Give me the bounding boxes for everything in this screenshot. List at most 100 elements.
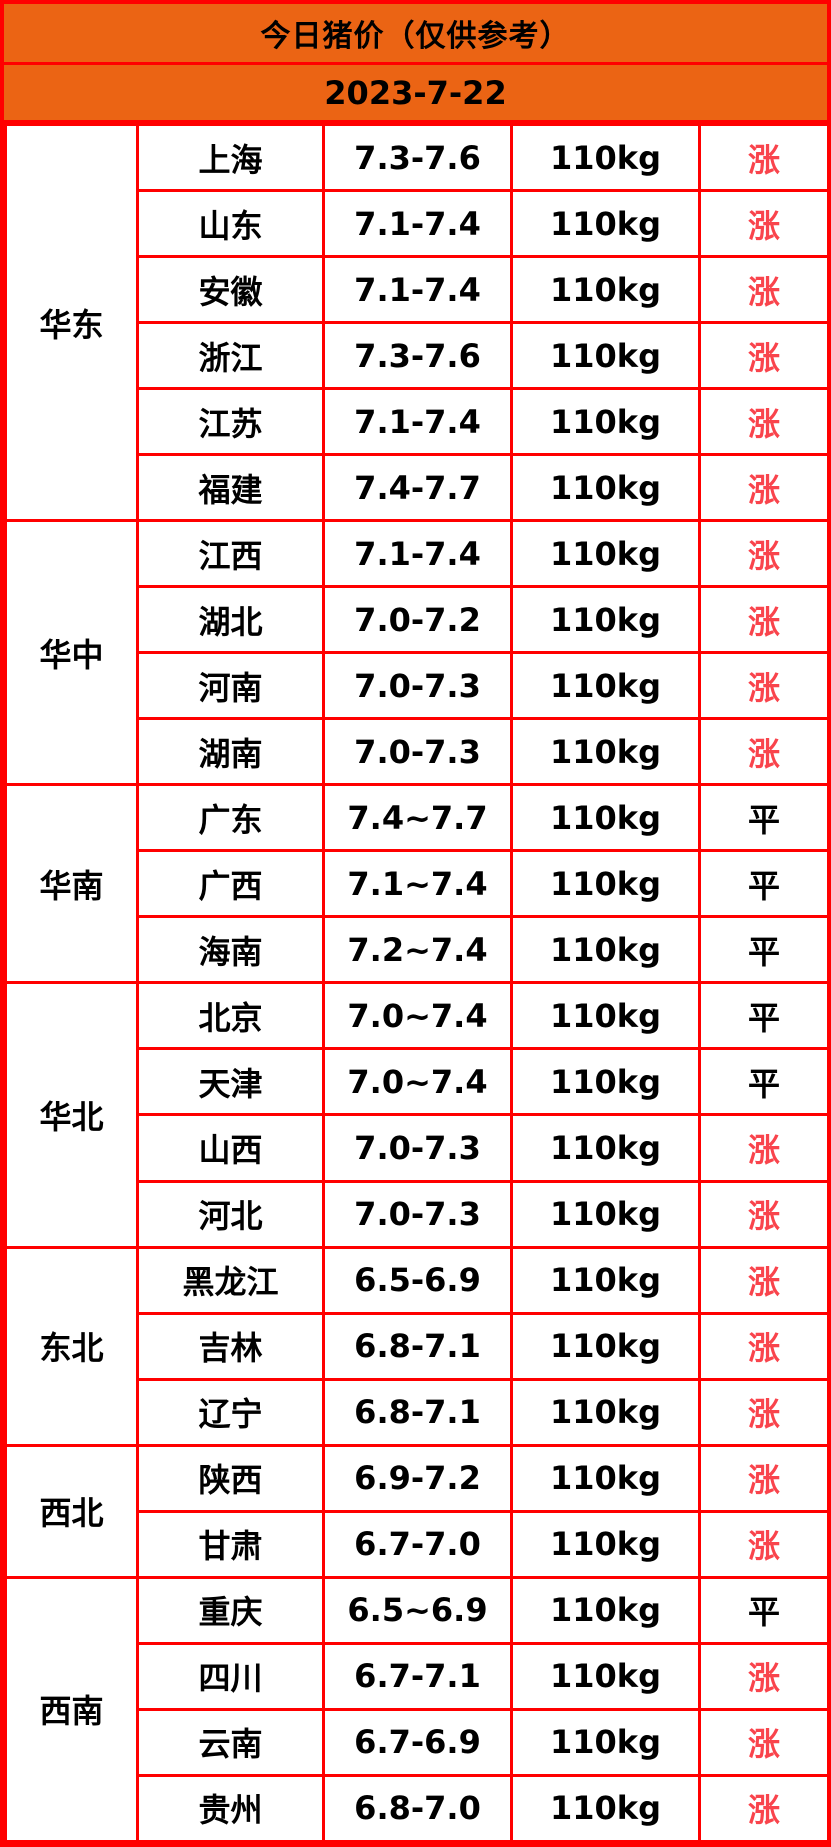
status-cell: 涨: [698, 321, 827, 391]
price-cell: 6.7-7.0: [322, 1509, 513, 1579]
weight-cell: 110kg: [510, 453, 701, 523]
table-row: 安徽 7.1-7.4 110kg 涨: [6, 255, 827, 325]
province-cell: 福建: [136, 453, 325, 523]
province-cell: 四川: [136, 1641, 325, 1711]
region-cell: 东北: [4, 1245, 139, 1447]
region-cell: 华东: [4, 122, 139, 523]
weight-cell: 110kg: [510, 915, 701, 985]
weight-cell: 110kg: [510, 1575, 701, 1645]
table-row: 甘肃 6.7-7.0 110kg 涨: [6, 1509, 827, 1579]
weight-cell: 110kg: [510, 1443, 701, 1513]
status-cell: 涨: [698, 585, 827, 655]
price-cell: 7.4-7.7: [322, 453, 513, 523]
status-cell: 涨: [698, 1113, 827, 1183]
weight-cell: 110kg: [510, 981, 701, 1051]
province-cell: 湖北: [136, 585, 325, 655]
table-row: 浙江 7.3-7.6 110kg 涨: [6, 321, 827, 391]
weight-cell: 110kg: [510, 1047, 701, 1117]
report-date: 2023-7-22: [324, 73, 507, 112]
table-row: 华北 北京 7.0~7.4 110kg 平: [4, 981, 827, 1249]
province-cell: 上海: [136, 122, 325, 193]
page-title: 今日猪价（仅供参考）: [260, 19, 571, 54]
status-cell: 平: [698, 1575, 827, 1645]
province-cell: 重庆: [136, 1575, 325, 1645]
weight-cell: 110kg: [510, 1311, 701, 1381]
region-cell: 华南: [4, 783, 139, 985]
price-cell: 7.0-7.3: [322, 1113, 513, 1183]
price-cell: 7.1-7.4: [322, 519, 513, 589]
weight-cell: 110kg: [510, 255, 701, 325]
region-cell: 西南: [4, 1575, 139, 1843]
table-row: 华东 上海 7.3-7.6 110kg 涨: [4, 122, 827, 523]
province-cell: 河北: [136, 1179, 325, 1249]
table-row: 海南 7.2~7.4 110kg 平: [6, 915, 827, 985]
province-cell: 浙江: [136, 321, 325, 391]
region-cell: 华北: [4, 981, 139, 1249]
weight-cell: 110kg: [510, 585, 701, 655]
price-cell: 6.7-7.1: [322, 1641, 513, 1711]
weight-cell: 110kg: [510, 849, 701, 919]
weight-cell: 110kg: [510, 189, 701, 259]
price-cell: 6.5~6.9: [322, 1575, 513, 1645]
price-cell: 7.2~7.4: [322, 915, 513, 985]
status-cell: 涨: [698, 189, 827, 259]
table-row: 辽宁 6.8-7.1 110kg 涨: [6, 1377, 827, 1447]
table-row: 天津 7.0~7.4 110kg 平: [6, 1047, 827, 1117]
table-row: 湖北 7.0-7.2 110kg 涨: [6, 585, 827, 655]
weight-cell: 110kg: [510, 1245, 701, 1315]
weight-cell: 110kg: [510, 1641, 701, 1711]
table-row: 东北 黑龙江 6.5-6.9 110kg 涨: [4, 1245, 827, 1447]
province-cell: 贵州: [136, 1773, 325, 1843]
province-cell: 江西: [136, 519, 325, 589]
province-cell: 黑龙江: [136, 1245, 325, 1315]
table-row: 广西 7.1~7.4 110kg 平: [6, 849, 827, 919]
price-cell: 7.0~7.4: [322, 981, 513, 1051]
price-cell: 7.1-7.4: [322, 189, 513, 259]
table-row: 吉林 6.8-7.1 110kg 涨: [6, 1311, 827, 1381]
price-cell: 7.0~7.4: [322, 1047, 513, 1117]
table-row: 华南 广东 7.4~7.7 110kg 平: [4, 783, 827, 985]
price-table: 华东 上海 7.3-7.6 110kg 涨山东 7.1-7.4 110kg 涨安徽 7.1-7.…: [4, 122, 827, 1843]
province-cell: 山西: [136, 1113, 325, 1183]
price-cell: 7.1~7.4: [322, 849, 513, 919]
weight-cell: 110kg: [510, 1707, 701, 1777]
table-row: 西北 陕西 6.9-7.2 110kg 涨: [4, 1443, 827, 1579]
province-cell: 天津: [136, 1047, 325, 1117]
status-cell: 涨: [698, 1707, 827, 1777]
weight-cell: 110kg: [510, 1509, 701, 1579]
price-cell: 6.9-7.2: [322, 1443, 513, 1513]
province-cell: 云南: [136, 1707, 325, 1777]
status-cell: 涨: [698, 519, 827, 589]
province-cell: 湖南: [136, 717, 325, 787]
table-row: 西南 重庆 6.5~6.9 110kg 平: [4, 1575, 827, 1843]
province-cell: 北京: [136, 981, 325, 1051]
price-cell: 7.0-7.2: [322, 585, 513, 655]
price-cell: 7.1-7.4: [322, 255, 513, 325]
price-table-body: 华东 上海 7.3-7.6 110kg 涨山东 7.1-7.4 110kg 涨安徽 7.1-7.…: [4, 122, 827, 1843]
province-cell: 吉林: [136, 1311, 325, 1381]
weight-cell: 110kg: [510, 1773, 701, 1843]
table-row: 湖南 7.0-7.3 110kg 涨: [6, 717, 827, 787]
weight-cell: 110kg: [510, 1377, 701, 1447]
price-cell: 7.4~7.7: [322, 783, 513, 853]
province-cell: 辽宁: [136, 1377, 325, 1447]
region-cell: 华中: [4, 519, 139, 787]
weight-cell: 110kg: [510, 1179, 701, 1249]
price-cell: 7.3-7.6: [322, 321, 513, 391]
price-cell: 6.8-7.1: [322, 1311, 513, 1381]
price-cell: 6.7-6.9: [322, 1707, 513, 1777]
province-cell: 海南: [136, 915, 325, 985]
table-row: 四川 6.7-7.1 110kg 涨: [6, 1641, 827, 1711]
status-cell: 涨: [698, 1179, 827, 1249]
table-row: 贵州 6.8-7.0 110kg 涨: [6, 1773, 827, 1843]
status-cell: 涨: [698, 1311, 827, 1381]
table-row: 华中 江西 7.1-7.4 110kg 涨: [4, 519, 827, 787]
status-cell: 平: [698, 981, 827, 1051]
weight-cell: 110kg: [510, 717, 701, 787]
province-cell: 山东: [136, 189, 325, 259]
title-bar: 今日猪价（仅供参考）: [4, 4, 827, 65]
status-cell: 平: [698, 783, 827, 853]
status-cell: 涨: [698, 453, 827, 523]
province-cell: 安徽: [136, 255, 325, 325]
